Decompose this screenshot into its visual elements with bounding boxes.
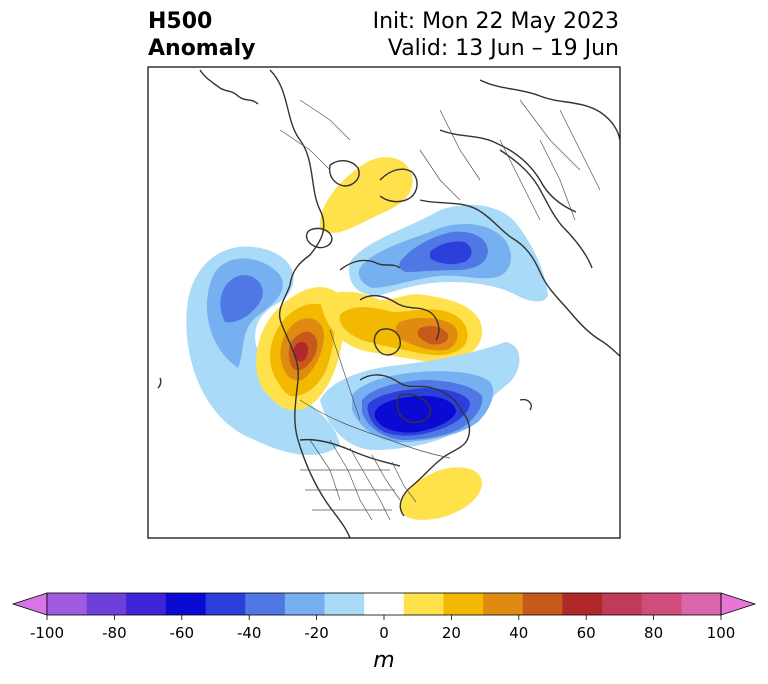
colorbar-swatch bbox=[681, 593, 722, 615]
colorbar-tick-label: 60 bbox=[577, 624, 596, 642]
negative-anomaly-hudson-bay bbox=[320, 342, 520, 451]
colorbar-swatch bbox=[522, 593, 563, 615]
negative-anomaly-northern-russia bbox=[348, 204, 548, 302]
colorbar-tick-label: 40 bbox=[509, 624, 528, 642]
colorbar-swatch bbox=[126, 593, 167, 615]
positive-anomaly-atlantic bbox=[400, 467, 482, 520]
colorbar-unit: m bbox=[373, 648, 394, 673]
colorbar-swatch bbox=[205, 593, 246, 615]
map-area bbox=[148, 67, 620, 538]
map-title: H500 bbox=[148, 9, 213, 34]
colorbar-swatch bbox=[165, 593, 207, 615]
valid-range: Valid: 13 Jun – 19 Jun bbox=[387, 36, 619, 61]
colorbar-tick-label: 80 bbox=[644, 624, 663, 642]
init-date: Init: Mon 22 May 2023 bbox=[372, 9, 619, 34]
map-subtitle: Anomaly bbox=[148, 36, 256, 61]
coastlines bbox=[157, 69, 620, 538]
colorbar-swatch bbox=[284, 593, 326, 615]
colorbar-swatch bbox=[245, 593, 286, 615]
colorbar-swatch bbox=[483, 593, 524, 615]
colorbar-tick-label: -60 bbox=[170, 624, 195, 642]
title-left: H500 Anomaly bbox=[148, 8, 255, 62]
colorbar-swatch bbox=[47, 593, 88, 615]
map-frame bbox=[147, 66, 621, 539]
colorbar-swatch bbox=[443, 593, 484, 615]
title-right: Init: Mon 22 May 2023 Valid: 13 Jun – 19… bbox=[373, 8, 619, 62]
colorbar-swatch bbox=[324, 593, 365, 615]
colorbar-extend-max bbox=[720, 592, 757, 616]
colorbar-swatch bbox=[364, 593, 405, 615]
colorbar-tick-label: 0 bbox=[379, 624, 389, 642]
colorbar-swatch bbox=[86, 593, 127, 615]
colorbar-ticks: -100 -80 -60 -40 -20 0 20 40 60 80 100 bbox=[30, 615, 735, 642]
colorbar-tick-label: 100 bbox=[707, 624, 736, 642]
political-borders bbox=[279, 99, 601, 521]
colorbar-swatch bbox=[602, 593, 643, 615]
colorbar-tick-label: -100 bbox=[30, 624, 64, 642]
colorbar-swatch bbox=[403, 593, 444, 615]
colorbar-swatches bbox=[11, 592, 757, 616]
positive-anomaly-pacific-northwest bbox=[256, 287, 345, 411]
colorbar-swatch bbox=[641, 593, 682, 615]
colorbar-extend-min bbox=[11, 592, 48, 616]
colorbar-tick-label: -80 bbox=[102, 624, 127, 642]
colorbar-swatch bbox=[562, 593, 603, 615]
colorbar-tick-label: 20 bbox=[442, 624, 461, 642]
colorbar-tick-label: -20 bbox=[304, 624, 329, 642]
colorbar-tick-label: -40 bbox=[237, 624, 262, 642]
positive-anomaly-scandinavia bbox=[319, 157, 413, 233]
